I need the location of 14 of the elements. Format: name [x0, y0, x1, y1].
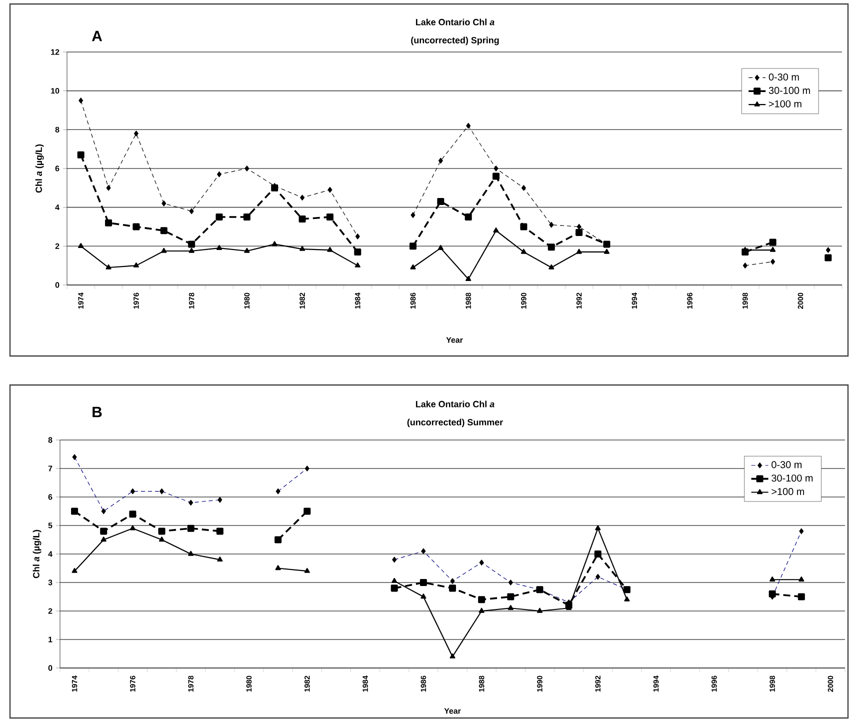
legend-label: >100 m [768, 100, 802, 108]
y-axis-title: Chl a (µg/L) [32, 530, 42, 578]
chart-title: Lake Ontario Chl a [416, 18, 494, 26]
legend-label: >100 m [772, 488, 804, 496]
legend-label: 0-30 m [772, 461, 802, 468]
text: B [92, 406, 102, 418]
chart-subtitle: (uncorrected) Spring [411, 36, 499, 46]
chart-subtitle: (uncorrected) Summer [407, 418, 503, 428]
legend-label: 0-30 m [768, 73, 799, 81]
legend-label: 30-100 m [772, 474, 813, 482]
text: A [92, 30, 102, 42]
legend-label: 30-100 m [768, 86, 810, 94]
chart-title: Lake Ontario Chl a [416, 400, 494, 408]
y-axis-title: Chl a (µg/L) [35, 144, 44, 193]
